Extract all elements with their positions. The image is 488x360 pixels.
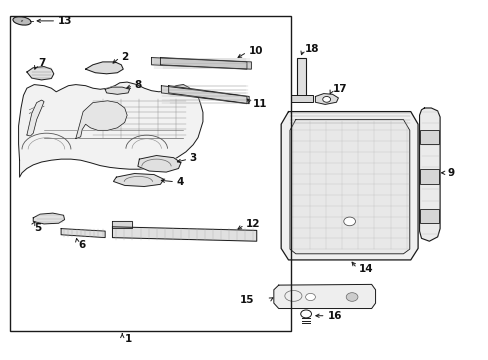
Polygon shape: [281, 112, 417, 260]
Polygon shape: [105, 87, 129, 94]
Text: 3: 3: [189, 153, 197, 163]
Polygon shape: [151, 58, 246, 69]
Text: 15: 15: [239, 294, 254, 305]
Polygon shape: [76, 101, 127, 139]
Circle shape: [300, 310, 311, 318]
Text: 17: 17: [332, 84, 347, 94]
Text: 14: 14: [358, 264, 372, 274]
Text: 18: 18: [304, 44, 319, 54]
Text: 12: 12: [245, 219, 260, 229]
Polygon shape: [27, 100, 44, 136]
Text: 9: 9: [447, 168, 454, 178]
Circle shape: [322, 96, 330, 102]
Circle shape: [346, 293, 357, 301]
Polygon shape: [33, 213, 64, 224]
Text: 13: 13: [58, 16, 72, 26]
Bar: [290, 95, 312, 102]
Circle shape: [305, 293, 315, 301]
Polygon shape: [289, 120, 409, 254]
Bar: [10, 16, 290, 331]
Bar: [297, 58, 305, 97]
Polygon shape: [112, 221, 132, 228]
Text: 11: 11: [253, 99, 267, 109]
Text: 4: 4: [176, 177, 183, 187]
Text: 10: 10: [248, 46, 263, 57]
Text: 2: 2: [121, 52, 128, 62]
FancyBboxPatch shape: [419, 169, 438, 184]
Ellipse shape: [13, 17, 31, 25]
Polygon shape: [113, 174, 163, 186]
FancyBboxPatch shape: [419, 209, 438, 223]
Text: 8: 8: [134, 80, 142, 90]
Polygon shape: [138, 156, 181, 172]
FancyBboxPatch shape: [419, 130, 438, 144]
Polygon shape: [273, 284, 375, 309]
Polygon shape: [161, 86, 246, 104]
Text: 7: 7: [38, 58, 45, 68]
Polygon shape: [85, 62, 123, 74]
Circle shape: [343, 217, 355, 226]
Polygon shape: [168, 86, 248, 104]
Polygon shape: [27, 67, 54, 80]
Polygon shape: [315, 94, 338, 104]
Text: 16: 16: [327, 311, 342, 321]
Polygon shape: [19, 82, 203, 177]
Polygon shape: [61, 229, 105, 238]
Text: 1: 1: [124, 334, 132, 344]
Polygon shape: [112, 227, 256, 241]
Text: 5: 5: [34, 222, 41, 233]
Text: 6: 6: [79, 240, 86, 250]
Polygon shape: [419, 108, 439, 241]
Polygon shape: [160, 58, 251, 69]
